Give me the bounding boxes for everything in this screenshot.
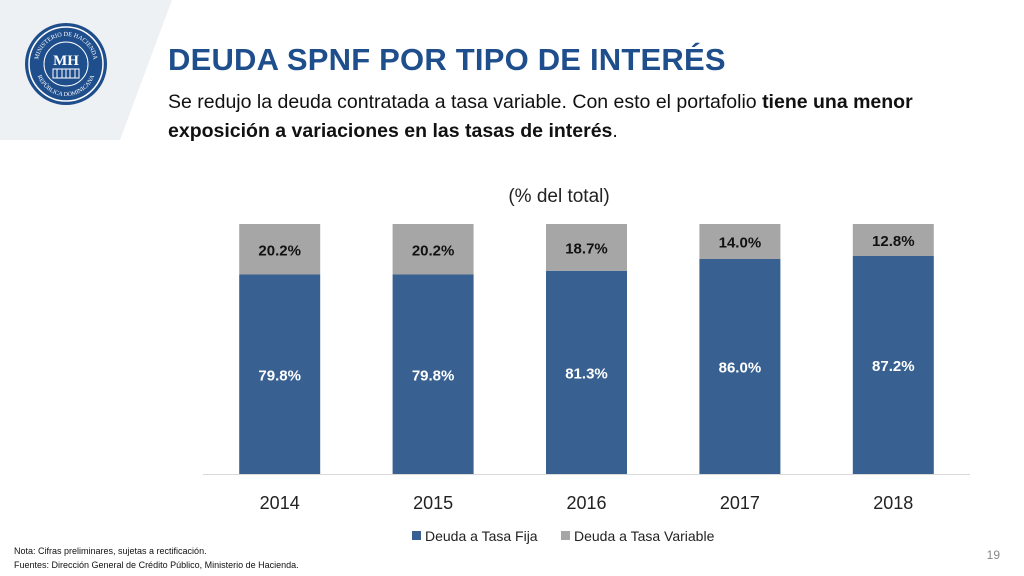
bar-fija-2018	[852, 256, 934, 474]
page-subtitle: Se redujo la deuda contratada a tasa var…	[168, 88, 998, 146]
bar-variable-2016	[546, 224, 627, 271]
bar-fija-2016	[546, 270, 627, 474]
footnote-note: Nota: Cifras preliminares, sujetas a rec…	[14, 546, 207, 556]
bar-variable-2014	[239, 224, 321, 275]
data-label-fija-2014: 79.8%	[258, 367, 301, 384]
legend-label-variable: Deuda a Tasa Variable	[574, 528, 715, 544]
x-tick-label-2016: 2016	[566, 493, 606, 513]
footnotes: Nota: Cifras preliminares, sujetas a rec…	[14, 544, 299, 572]
subtitle-emphasis: tiene una menor exposición a variaciones…	[168, 91, 913, 142]
data-label-fija-2015: 79.8%	[412, 367, 455, 384]
data-label-variable-2018: 12.8%	[872, 233, 915, 250]
ministerio-seal-logo: MINISTERIO DE HACIENDA REPÚBLICA DOMINIC…	[24, 22, 108, 106]
data-label-fija-2016: 81.3%	[565, 365, 608, 382]
page-title: DEUDA SPNF POR TIPO DE INTERÉS	[168, 42, 726, 77]
data-label-variable-2016: 18.7%	[565, 240, 608, 257]
page-number: 19	[986, 548, 1000, 562]
x-tick-label-2017: 2017	[720, 493, 760, 513]
bar-variable-2015	[392, 224, 474, 275]
seal-monogram: MH	[53, 53, 79, 69]
bar-variable-2017	[699, 224, 781, 259]
bar-fija-2017	[699, 259, 781, 474]
footnote-source: Fuentes: Dirección General de Crédito Pú…	[14, 560, 299, 570]
chart-title: (% del total)	[508, 186, 609, 207]
subtitle-end: .	[612, 120, 618, 142]
data-label-fija-2017: 86.0%	[719, 360, 762, 377]
subtitle-text: Se redujo la deuda contratada a tasa var…	[168, 91, 763, 113]
x-tick-label-2014: 2014	[260, 493, 300, 513]
data-label-variable-2015: 20.2%	[412, 242, 455, 259]
bar-variable-2018	[852, 224, 934, 256]
legend-label-fija: Deuda a Tasa Fija	[425, 528, 538, 544]
data-label-fija-2018: 87.2%	[872, 358, 915, 375]
legend-swatch-variable	[561, 531, 570, 540]
legend-swatch-fija	[412, 531, 421, 540]
bar-fija-2014	[239, 274, 321, 474]
bar-fija-2015	[392, 274, 474, 474]
data-label-variable-2014: 20.2%	[258, 242, 301, 259]
x-tick-label-2015: 2015	[413, 493, 453, 513]
x-tick-label-2018: 2018	[873, 493, 913, 513]
data-label-variable-2017: 14.0%	[719, 235, 762, 252]
